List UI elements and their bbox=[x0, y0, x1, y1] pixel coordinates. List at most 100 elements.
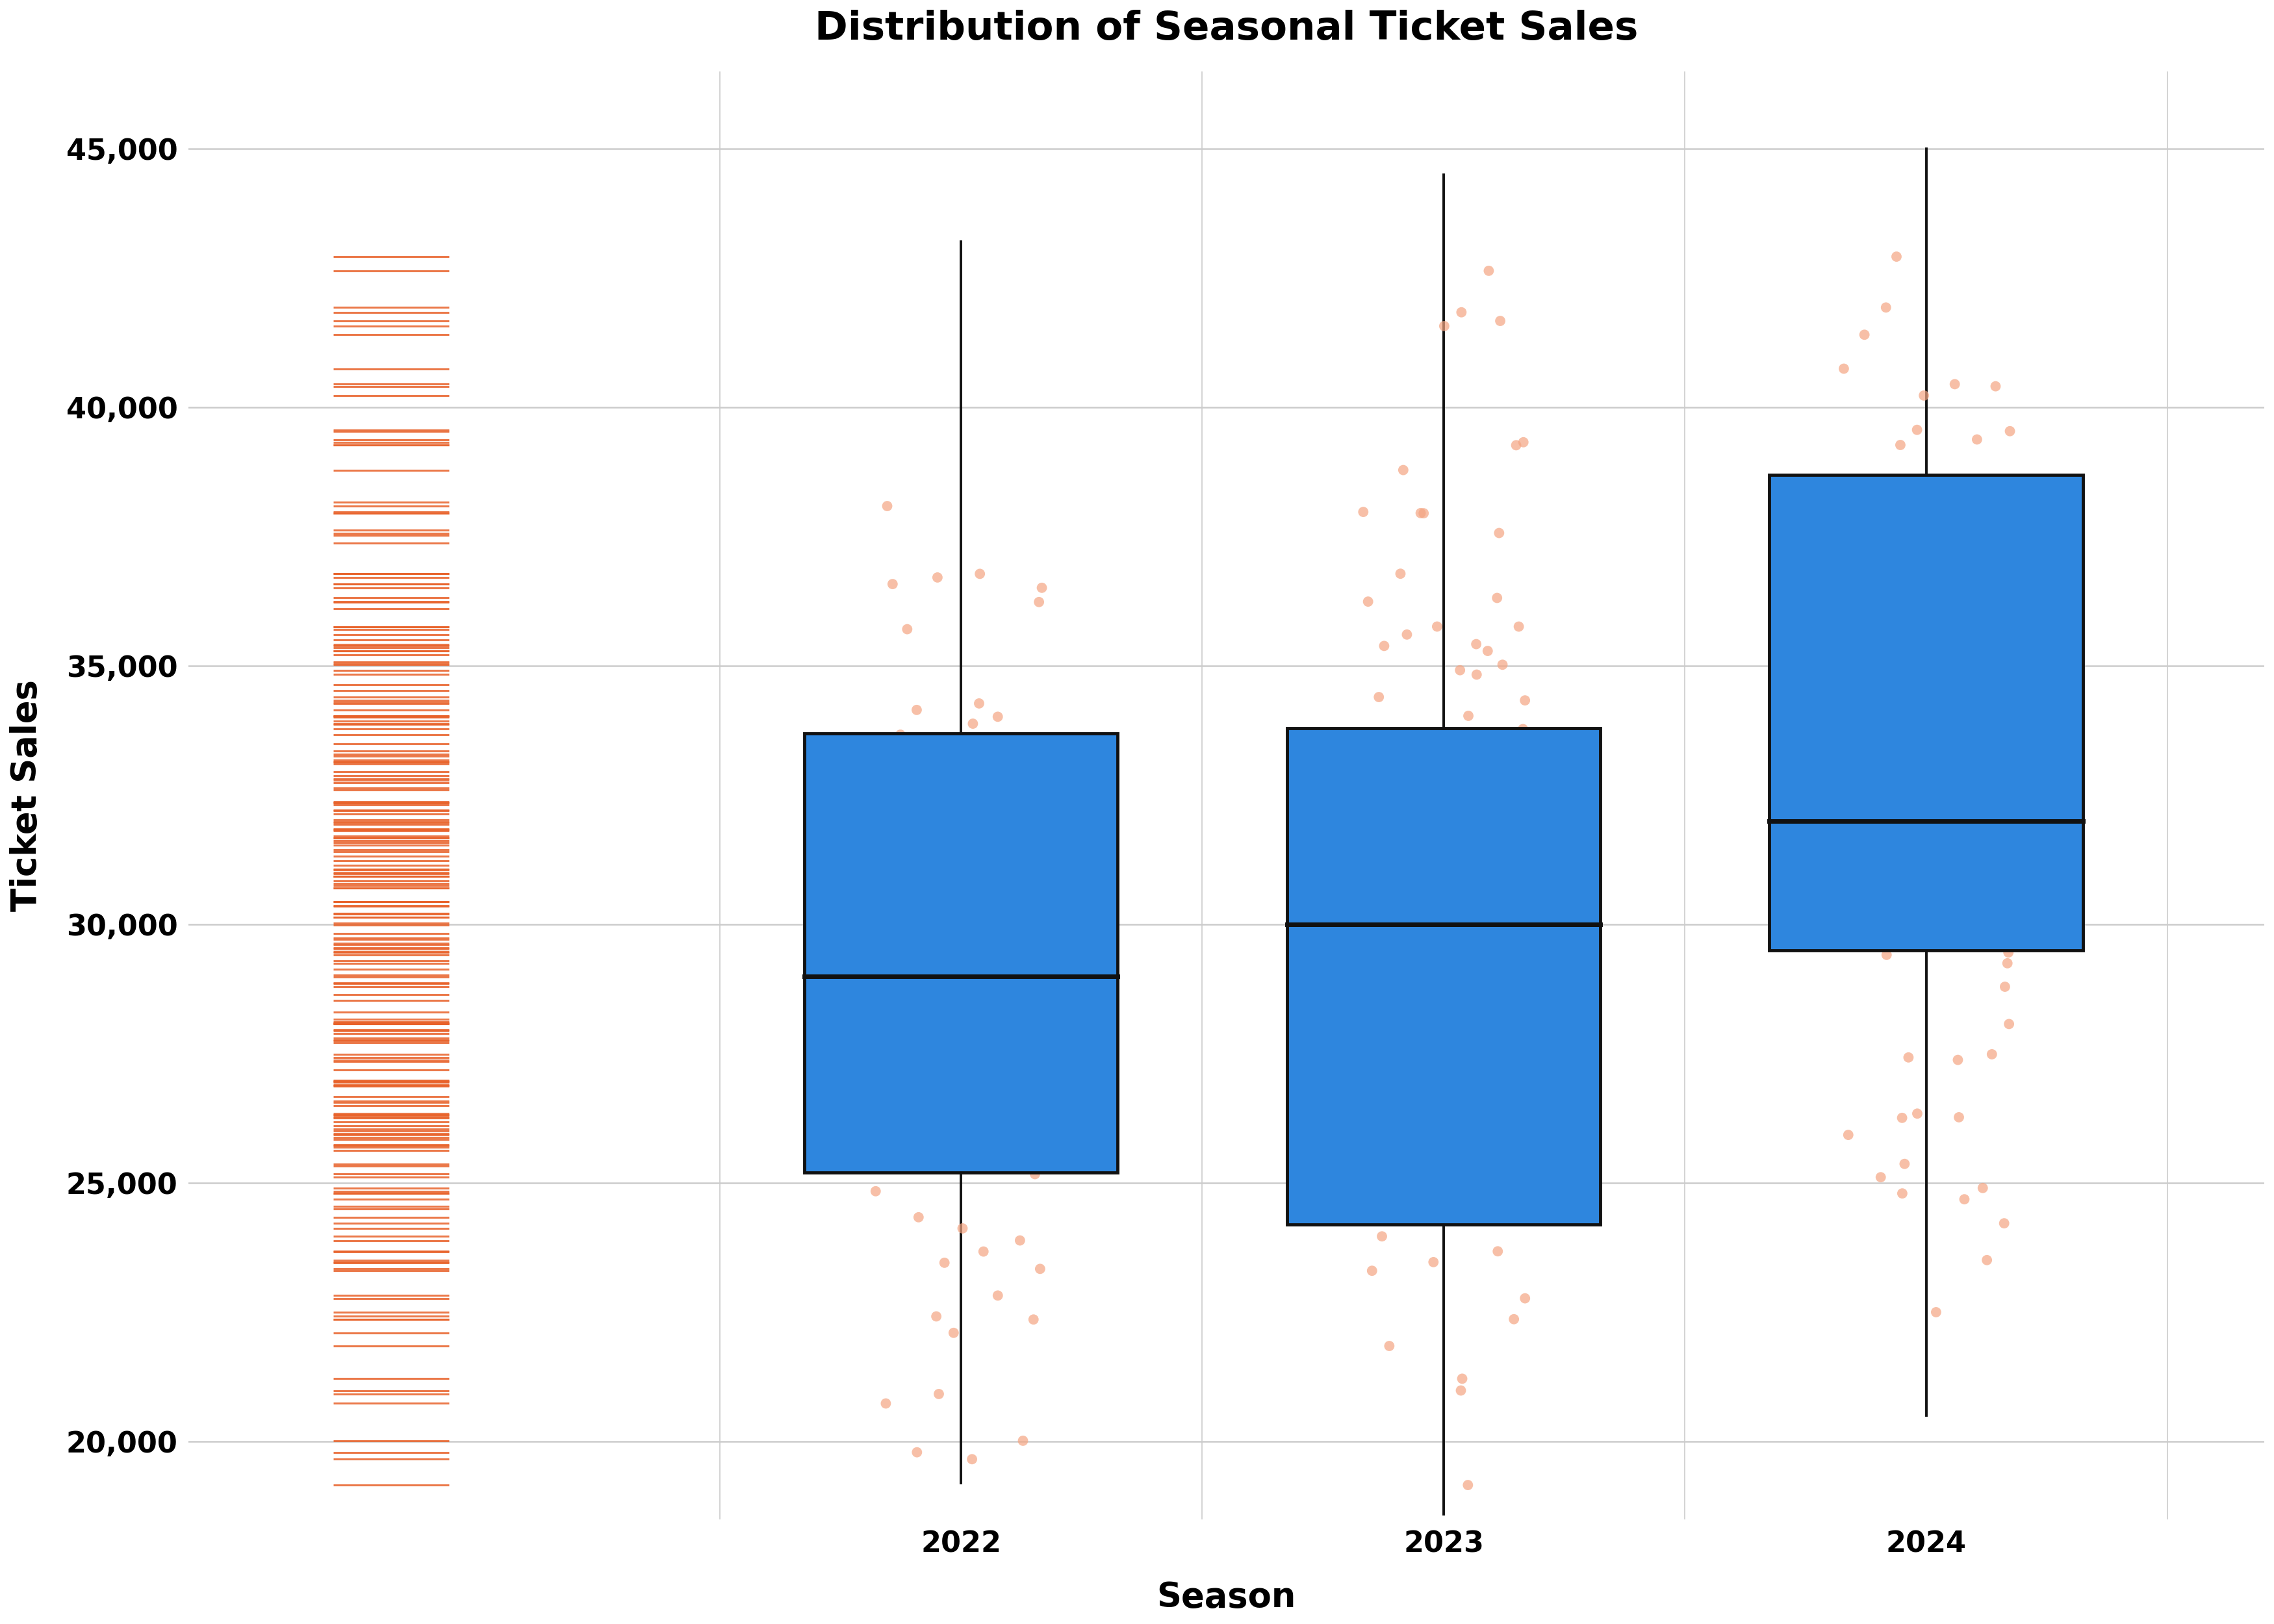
Point bbox=[1933, 703, 1969, 729]
Point bbox=[1828, 744, 1865, 770]
Point bbox=[1951, 913, 1987, 939]
Point bbox=[1931, 789, 1967, 815]
Point bbox=[921, 1067, 957, 1093]
Point bbox=[1510, 939, 1546, 965]
Point bbox=[1947, 641, 1983, 667]
Point bbox=[1419, 948, 1455, 974]
Point bbox=[941, 862, 978, 888]
Point bbox=[1007, 749, 1044, 775]
Point bbox=[1458, 1090, 1494, 1116]
Point bbox=[880, 931, 916, 957]
Point bbox=[1883, 432, 1919, 458]
Point bbox=[1014, 1306, 1051, 1332]
Point bbox=[1451, 703, 1487, 729]
Point bbox=[894, 1009, 930, 1034]
Point bbox=[1426, 848, 1462, 874]
Point bbox=[1433, 900, 1469, 926]
Point bbox=[1908, 767, 1944, 793]
Point bbox=[1928, 572, 1965, 598]
Point bbox=[1862, 1164, 1899, 1190]
Point bbox=[1933, 838, 1969, 864]
Point bbox=[898, 697, 935, 723]
Point bbox=[1951, 809, 1987, 835]
Point bbox=[1396, 1125, 1433, 1151]
Point bbox=[1485, 651, 1521, 677]
Point bbox=[1940, 1047, 1976, 1073]
Point bbox=[1865, 789, 1901, 815]
Point bbox=[976, 872, 1012, 898]
Point bbox=[1007, 859, 1044, 885]
Point bbox=[882, 721, 919, 747]
Point bbox=[1494, 963, 1530, 989]
Point bbox=[1496, 1116, 1533, 1142]
Point bbox=[1469, 638, 1505, 664]
Point bbox=[1383, 560, 1419, 586]
Point bbox=[1444, 1366, 1480, 1392]
Point bbox=[1446, 927, 1483, 953]
Point bbox=[1883, 1104, 1919, 1130]
Point bbox=[1371, 1333, 1408, 1359]
Point bbox=[1348, 1072, 1385, 1098]
Point bbox=[998, 793, 1035, 818]
Point bbox=[939, 749, 976, 775]
Point bbox=[1956, 489, 1992, 515]
Point bbox=[973, 1030, 1010, 1056]
Point bbox=[1883, 638, 1919, 664]
Point bbox=[985, 1025, 1021, 1051]
Point bbox=[1826, 690, 1862, 716]
Point bbox=[982, 818, 1019, 844]
Point bbox=[1480, 1239, 1517, 1265]
Point bbox=[1962, 516, 1999, 542]
Point bbox=[1005, 1427, 1041, 1453]
Point bbox=[1453, 888, 1489, 914]
Point bbox=[1906, 383, 1942, 409]
Point bbox=[1940, 1104, 1976, 1130]
Point bbox=[898, 1028, 935, 1054]
Point bbox=[1881, 758, 1917, 784]
Point bbox=[857, 1179, 894, 1205]
Point bbox=[1990, 950, 2026, 976]
Point bbox=[951, 1049, 987, 1075]
Point bbox=[1458, 970, 1494, 996]
Point bbox=[1978, 797, 2015, 823]
Point bbox=[1419, 614, 1455, 640]
Point bbox=[1897, 742, 1933, 768]
Point bbox=[966, 1069, 1003, 1095]
Point bbox=[1021, 590, 1057, 615]
Point bbox=[1351, 588, 1387, 614]
Point bbox=[912, 935, 948, 961]
Point bbox=[1826, 356, 1862, 382]
Point bbox=[1499, 432, 1535, 458]
Point bbox=[1480, 1117, 1517, 1143]
Point bbox=[935, 1320, 971, 1346]
Point bbox=[1924, 703, 1960, 729]
Point bbox=[1358, 1010, 1394, 1036]
Point bbox=[1878, 635, 1915, 661]
Point bbox=[905, 770, 941, 796]
Bar bbox=[1287, 728, 1601, 1224]
Point bbox=[896, 1026, 932, 1052]
Point bbox=[1458, 661, 1494, 687]
Point bbox=[1967, 807, 2003, 833]
Point bbox=[1978, 888, 2015, 914]
Point bbox=[1878, 836, 1915, 862]
Point bbox=[875, 572, 912, 598]
Point bbox=[1858, 677, 1894, 703]
Point bbox=[1915, 731, 1951, 757]
Point bbox=[978, 911, 1014, 937]
Point bbox=[1474, 810, 1510, 836]
Point bbox=[971, 957, 1007, 983]
Point bbox=[1414, 1249, 1451, 1275]
Point bbox=[1364, 1223, 1401, 1249]
Point bbox=[1451, 1017, 1487, 1043]
Point bbox=[980, 703, 1016, 729]
Point bbox=[880, 752, 916, 778]
Point bbox=[1389, 622, 1426, 648]
Point bbox=[901, 1205, 937, 1231]
Point bbox=[866, 893, 903, 919]
Point bbox=[1392, 905, 1428, 931]
Point bbox=[1917, 711, 1953, 737]
Point bbox=[980, 1283, 1016, 1309]
Point bbox=[953, 1447, 989, 1473]
Point bbox=[1867, 294, 1903, 320]
